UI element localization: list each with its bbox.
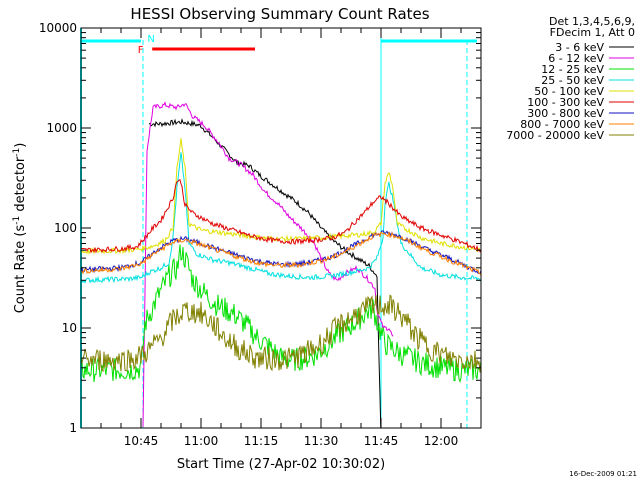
legend-entry-label: 12 - 25 keV [541, 63, 604, 76]
legend: Det 1,3,4,5,6,9,FDecim 1, Att 0 3 - 6 keV… [506, 15, 635, 142]
x-tick-label: 11:30 [304, 434, 339, 448]
legend-entry-label: 300 - 800 keV [527, 107, 604, 120]
legend-header-line: FDecim 1, Att 0 [550, 26, 635, 39]
flare-marker-F: F [138, 45, 144, 56]
y-tick-label: 1000 [46, 121, 77, 135]
x-axis: 10:45 11:00 11:15 11:30 11:45 12:00 [80, 28, 482, 448]
legend-entry-label: 25 - 50 keV [541, 74, 604, 87]
x-axis-label: Start Time (27-Apr-02 10:30:02) [177, 457, 385, 472]
series-line-5 [81, 178, 481, 254]
legend-entry-label: 100 - 300 keV [527, 96, 604, 109]
observation-markers: NF [81, 34, 477, 56]
legend-header-line: Det 1,3,4,5,6,9, [549, 15, 635, 28]
y-tick-label: 100 [54, 221, 77, 235]
x-tick-label: 11:45 [364, 434, 399, 448]
y-tick-label: 10 [62, 321, 77, 335]
legend-entry-label: 6 - 12 keV [548, 52, 604, 65]
footer-date: 16-Dec-2009 01:21 [569, 470, 637, 478]
series-line-2 [81, 244, 481, 383]
series-line-4 [81, 138, 481, 255]
x-tick-label: 11:15 [244, 434, 279, 448]
x-tick-label: 11:00 [184, 434, 219, 448]
y-axis-label: Count Rate (s-1 detector-1) [12, 143, 28, 314]
series-line-1 [142, 101, 394, 427]
y-tick-label: 10000 [39, 21, 77, 35]
chart-title: HESSI Observing Summary Count Rates [130, 5, 429, 23]
series-line-7 [81, 231, 481, 276]
series-layer [81, 101, 481, 428]
y-axis: 1 10 100 1000 10000 [39, 21, 481, 435]
series-line-3 [81, 152, 481, 284]
x-tick-label: 10:45 [124, 434, 159, 448]
series-line-8 [81, 294, 481, 373]
series-line-0 [148, 117, 382, 428]
legend-entry-label: 800 - 7000 keV [520, 118, 604, 131]
legend-entry-label: 3 - 6 keV [555, 41, 604, 54]
y-tick-label: 1 [69, 421, 77, 435]
legend-entry-label: 50 - 100 keV [534, 85, 604, 98]
night-marker-N: N [147, 34, 154, 45]
legend-entry-label: 7000 - 20000 keV [506, 129, 604, 142]
x-tick-label: 12:00 [424, 434, 459, 448]
